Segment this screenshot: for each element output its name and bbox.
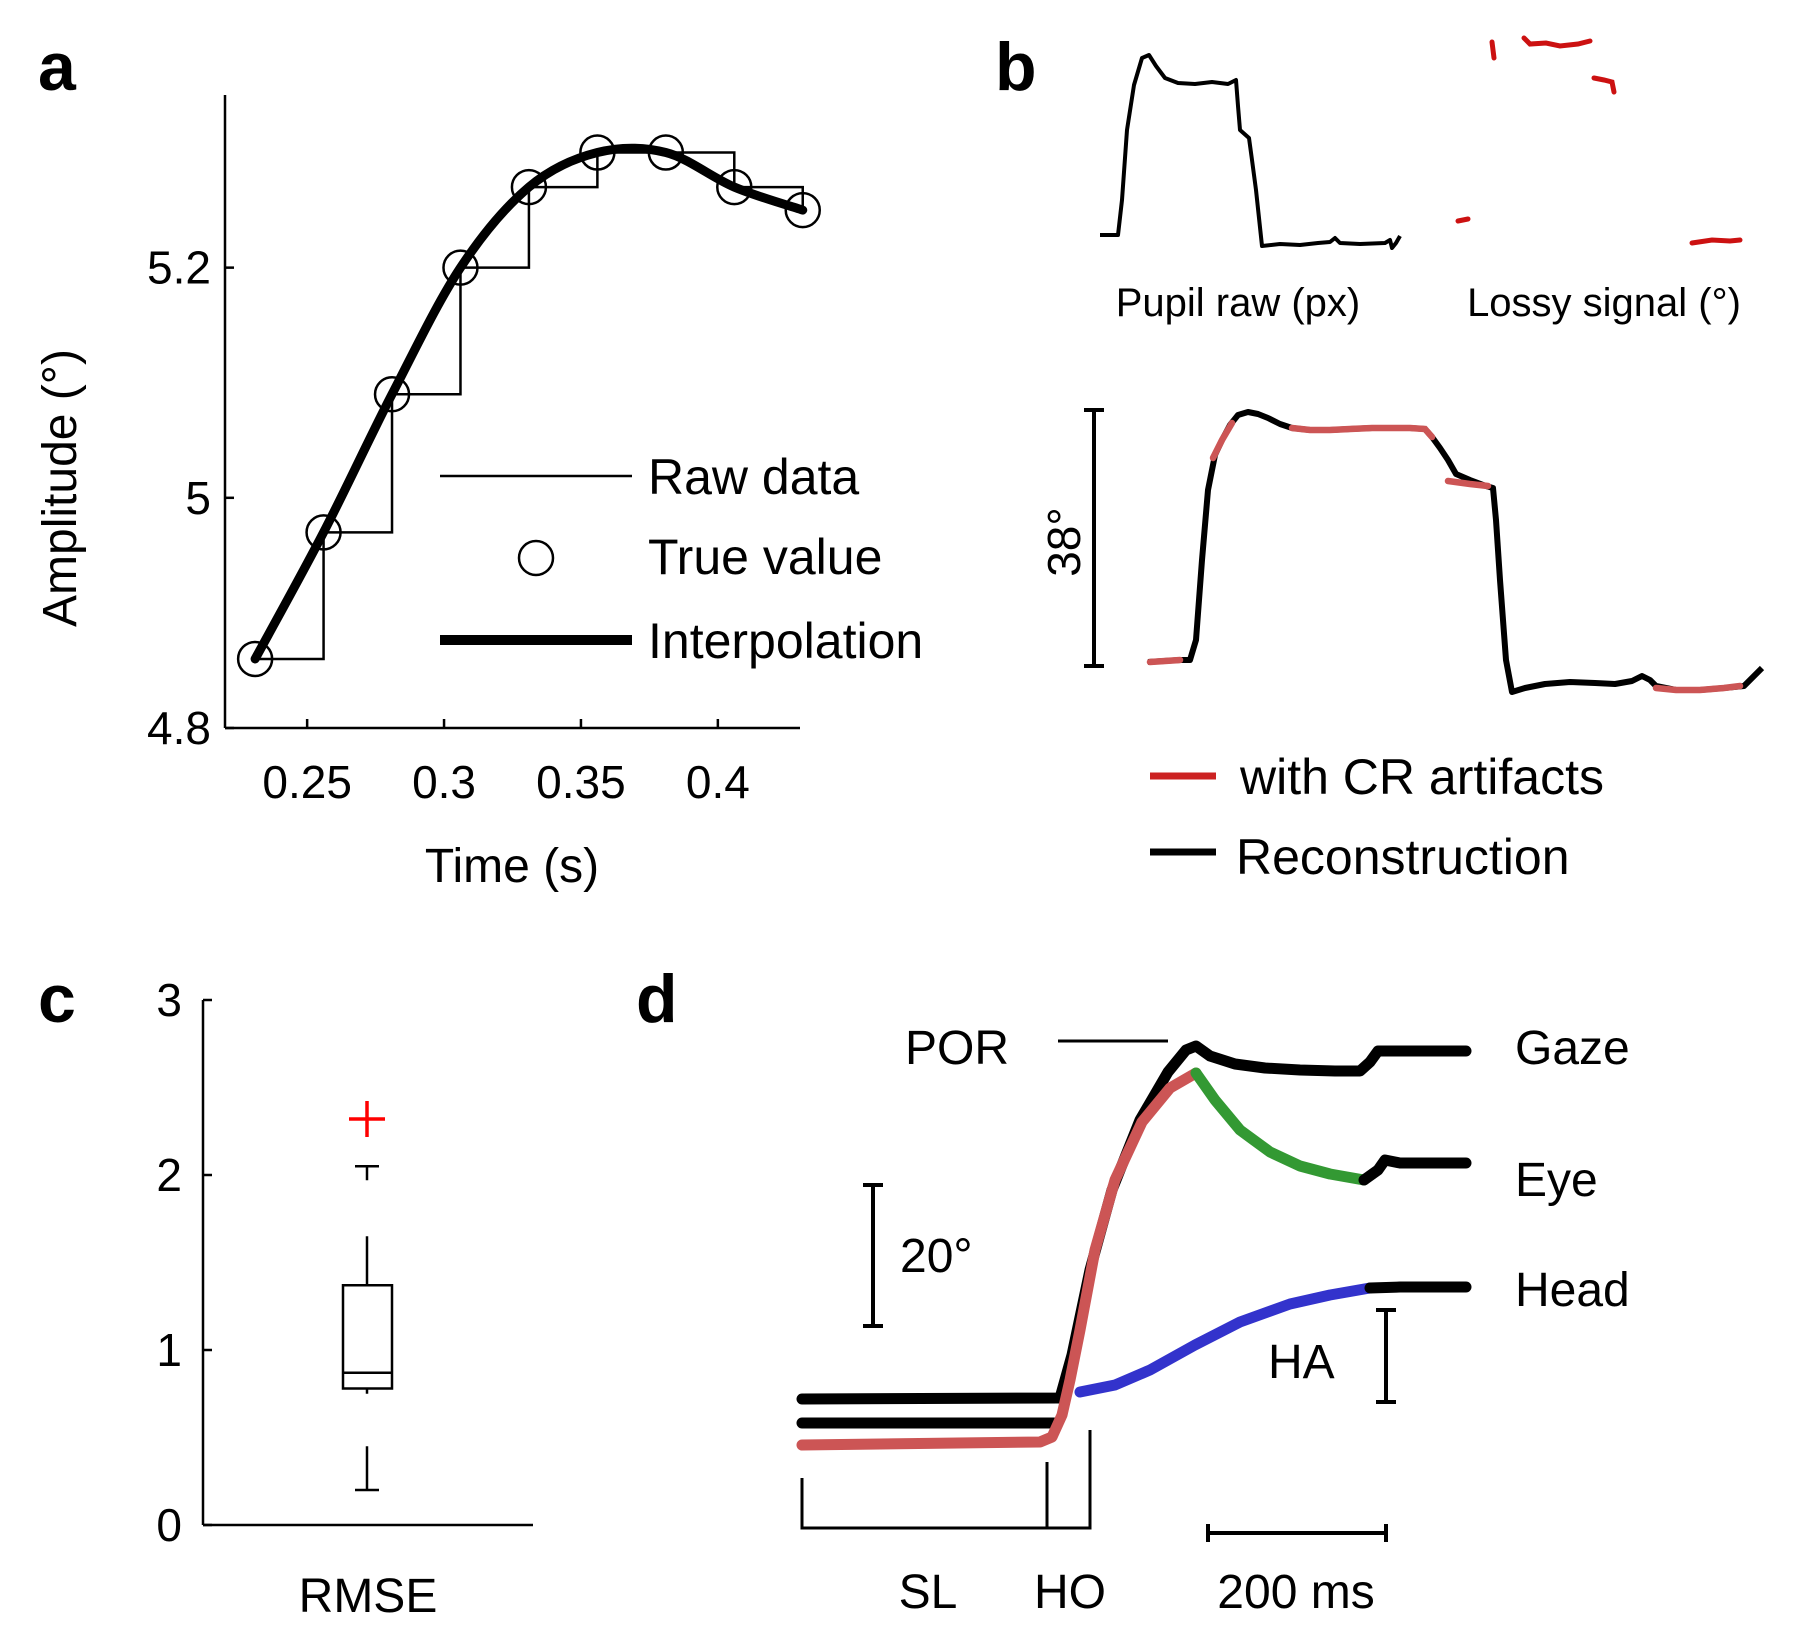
artifact-segment xyxy=(1444,477,1492,490)
artifact-segment xyxy=(1146,656,1184,666)
y-tick-label: 1 xyxy=(156,1324,182,1376)
true-value-point xyxy=(236,640,274,678)
panel-a-legend: Raw data True value Interpolation xyxy=(440,449,923,669)
cr-artifact-segments xyxy=(1146,419,1744,694)
pupil-raw-caption: Pupil raw (px) xyxy=(1116,281,1361,325)
rmse-boxplot xyxy=(341,1101,394,1492)
legend-artifact-label: with CR artifacts xyxy=(1239,749,1604,805)
panel-c-yticks: 0 1 2 3 xyxy=(156,974,212,1551)
panel-c-label: c xyxy=(38,961,76,1037)
legend-reconstruction-label: Reconstruction xyxy=(1236,829,1570,885)
panel-a-xticks: 0.25 0.3 0.35 0.4 xyxy=(262,719,750,808)
gaze-label: Gaze xyxy=(1515,1022,1630,1075)
true-value-point xyxy=(373,375,411,413)
true-value-point xyxy=(716,168,753,206)
x-tick-label: 0.3 xyxy=(412,756,476,808)
sl-label: SL xyxy=(899,1566,958,1619)
true-value-point xyxy=(510,168,548,206)
panel-a: a 4.8 5 5.2 0.25 0.3 0.35 0.4 Time (s) Amplit… xyxy=(34,29,923,893)
panel-a-xlabel: Time (s) xyxy=(425,840,599,893)
legend-true-label: True value xyxy=(648,529,882,585)
por-label: POR xyxy=(905,1022,1009,1075)
gaze-trace xyxy=(796,1040,1472,1405)
true-value-markers xyxy=(236,134,821,678)
lossy-segment xyxy=(1591,75,1617,95)
eye-label: Eye xyxy=(1515,1154,1598,1207)
eye-saccade-trace xyxy=(796,1067,1202,1451)
y-tick-label: 3 xyxy=(156,974,182,1026)
artifact-segment xyxy=(1652,682,1744,694)
true-value-point xyxy=(579,134,616,171)
lossy-signal-caption: Lossy signal (°) xyxy=(1467,281,1741,325)
y-tick-label: 5 xyxy=(185,472,211,524)
x-tick-label: 0.35 xyxy=(536,756,626,808)
y-tick-label: 2 xyxy=(156,1149,182,1201)
head-trace xyxy=(1074,1282,1376,1398)
ha-label: HA xyxy=(1268,1336,1335,1389)
x-tick-label: 0.25 xyxy=(262,756,352,808)
panel-c-xlabel: RMSE xyxy=(299,1570,438,1623)
y-tick-label: 0 xyxy=(156,1499,182,1551)
lossy-segment xyxy=(1489,39,1497,61)
artifact-segment xyxy=(1209,419,1236,462)
legend-true-marker xyxy=(517,539,555,577)
lossy-segment xyxy=(1521,35,1593,49)
time-scale-label: 200 ms xyxy=(1217,1566,1374,1619)
y-tick-label: 5.2 xyxy=(147,242,211,294)
legend-interp-label: Interpolation xyxy=(648,613,923,669)
eye-vor-trace xyxy=(1190,1067,1370,1186)
panel-b-label: b xyxy=(995,29,1037,105)
panel-b: b Pupil raw (px) Lossy signal (°) 38° xyxy=(995,29,1765,885)
lossy-segment xyxy=(1689,237,1743,246)
lossy-signal-trace xyxy=(1455,35,1743,246)
sl-ho-bracket xyxy=(800,1430,1092,1530)
lossy-segment xyxy=(1455,216,1471,224)
true-value-point xyxy=(305,514,342,551)
panel-d: d POR Gaze Eye Head 20° HA SL HO xyxy=(636,961,1630,1619)
eye-tail-trace xyxy=(1358,1154,1472,1186)
true-value-point xyxy=(442,249,479,286)
legend-raw-label: Raw data xyxy=(648,449,859,505)
panel-b-scale-label: 38° xyxy=(1038,507,1090,577)
panel-d-scale-label: 20° xyxy=(900,1230,973,1283)
pupil-raw-trace xyxy=(1100,53,1402,250)
y-tick-label: 4.8 xyxy=(147,702,211,754)
panel-a-ylabel: Amplitude (°) xyxy=(34,349,87,627)
panel-a-yticks: 4.8 5 5.2 xyxy=(147,242,234,754)
artifact-segment xyxy=(1288,424,1436,441)
ho-label: HO xyxy=(1034,1566,1106,1619)
panel-a-label: a xyxy=(38,29,77,105)
true-value-point xyxy=(647,134,685,171)
panel-c: c 0 1 2 3 RMSE xyxy=(38,961,533,1623)
head-label: Head xyxy=(1515,1264,1630,1317)
head-tail-trace xyxy=(1364,1281,1472,1294)
reconstruction-trace xyxy=(1147,409,1765,695)
interpolation-series xyxy=(250,143,808,664)
panel-d-label: d xyxy=(636,961,678,1037)
true-value-point xyxy=(784,191,821,229)
x-tick-label: 0.4 xyxy=(686,756,750,808)
